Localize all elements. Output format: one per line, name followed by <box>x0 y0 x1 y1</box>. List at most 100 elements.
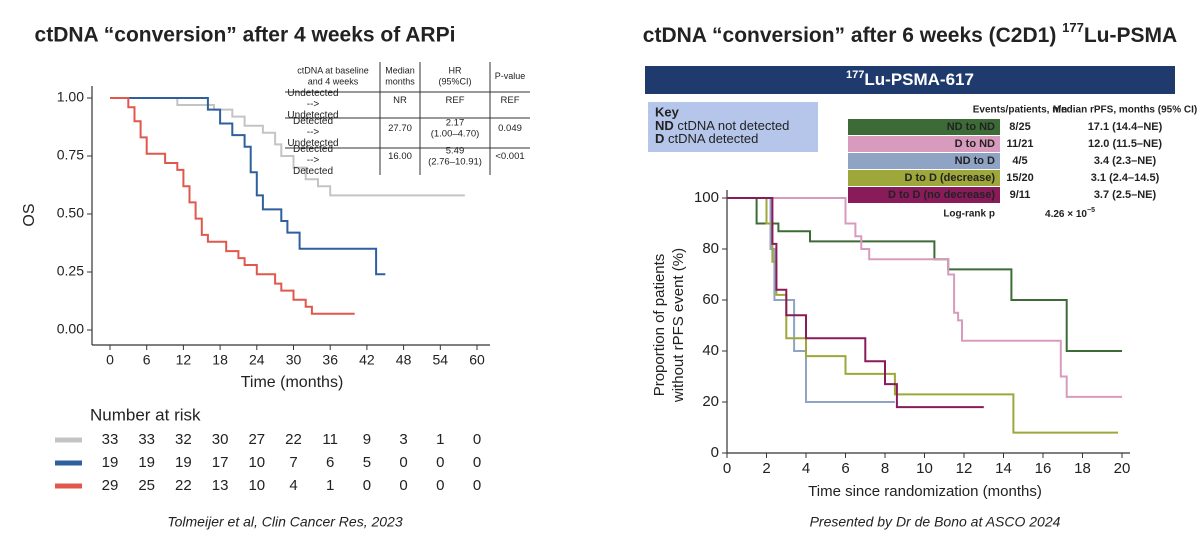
y-tick-label: 0.25 <box>57 263 84 279</box>
key-abbr: ND <box>655 118 674 133</box>
x-tick-label: 10 <box>916 460 933 477</box>
key-box <box>648 102 818 152</box>
x-tick-label: 8 <box>881 460 889 477</box>
key-text: ctDNA detected <box>668 131 758 146</box>
chart-title: ctDNA “conversion” after 6 weeks (C2D1) … <box>643 20 1177 46</box>
table-cell: 16.00 <box>388 151 412 162</box>
logrank-label: Log-rank p <box>943 209 995 220</box>
y-tick-label: 1.00 <box>57 89 84 105</box>
median: 12.0 (11.5–NE) <box>1088 138 1162 150</box>
risk-count: 0 <box>473 454 481 471</box>
risk-count: 10 <box>248 454 265 471</box>
risk-count: 22 <box>285 431 302 448</box>
risk-count: 25 <box>138 477 155 494</box>
x-tick-label: 12 <box>956 460 973 477</box>
risk-count: 0 <box>436 454 444 471</box>
banner-sup: 177 <box>846 69 864 81</box>
table-cell: Undetected --> Undetected <box>287 88 338 121</box>
risk-count: 32 <box>175 431 192 448</box>
table-cell: 2.17 (1.00–4.70) <box>431 117 480 139</box>
legend-label: D to D (decrease) <box>905 172 996 184</box>
risk-count: 22 <box>175 477 192 494</box>
x-tick-label: 30 <box>286 352 302 368</box>
y-tick-label: 80 <box>702 240 719 257</box>
table-cell: REF <box>446 95 465 106</box>
risk-count: 0 <box>473 477 481 494</box>
events: 15/20 <box>1006 172 1034 184</box>
caption: Presented by Dr de Bono at ASCO 2024 <box>810 514 1061 530</box>
risk-count: 19 <box>102 454 119 471</box>
x-tick-label: 4 <box>802 460 810 477</box>
x-axis-label: Time (months) <box>241 374 344 391</box>
table-cell: ctDNA at baseline and 4 weeks <box>297 66 369 87</box>
x-axis-label: Time since randomization (months) <box>808 483 1042 500</box>
y-tick-label: 0.50 <box>57 205 84 221</box>
median: 17.1 (14.4–NE) <box>1088 121 1163 133</box>
x-tick-label: 60 <box>469 352 485 368</box>
x-tick-label: 36 <box>322 352 338 368</box>
x-tick-label: 16 <box>1035 460 1052 477</box>
table-header: Events/patients, n/n <box>973 105 1067 116</box>
legend-swatch <box>848 187 1000 203</box>
x-tick-label: 6 <box>143 352 151 368</box>
risk-count: 10 <box>248 477 265 494</box>
x-tick-label: 54 <box>433 352 449 368</box>
table-cell: HR (95%CI) <box>438 66 471 87</box>
risk-count: 27 <box>248 431 265 448</box>
y-tick-label: 0.75 <box>57 147 84 163</box>
legend-label: ND to ND <box>947 121 995 133</box>
risk-count: 30 <box>212 431 229 448</box>
legend-label: ND to D <box>955 155 995 167</box>
risk-count: 5 <box>363 454 371 471</box>
y-tick-label: 100 <box>694 189 719 206</box>
key-item: D ctDNA detected <box>655 131 758 146</box>
risk-count: 6 <box>326 454 334 471</box>
median: 3.7 (2.5–NE) <box>1094 189 1157 201</box>
title-text: ctDNA “conversion” after 6 weeks (C2D1) <box>643 24 1062 47</box>
key-text: ctDNA not detected <box>677 118 789 133</box>
table-cell: REF <box>501 95 520 106</box>
km-curve <box>110 97 386 276</box>
key-title: Key <box>655 104 680 119</box>
y-tick-label: 0.00 <box>57 321 84 337</box>
risk-count: 11 <box>322 431 338 448</box>
km-curve <box>727 197 1122 398</box>
x-tick-label: 6 <box>841 460 849 477</box>
key-item: ND ctDNA not detected <box>655 118 789 133</box>
banner-main: Lu-PSMA-617 <box>864 70 974 89</box>
legend-swatch <box>848 119 1000 135</box>
table-cell: <0.001 <box>495 151 524 162</box>
x-tick-label: 14 <box>995 460 1012 477</box>
y-tick-label: 0 <box>711 444 719 461</box>
key-abbr: D <box>655 131 664 146</box>
table-cell: Detected --> Detected <box>293 144 333 177</box>
legend-swatch <box>848 153 1000 169</box>
risk-count: 4 <box>289 477 297 494</box>
risk-title: Number at risk <box>90 405 201 424</box>
legend-swatch <box>848 136 1000 152</box>
events: 4/5 <box>1012 155 1027 167</box>
legend-label: D to ND <box>955 138 995 150</box>
logrank-value: 4.26 × 10−5 <box>1045 207 1095 220</box>
y-tick-label: 40 <box>702 342 719 359</box>
x-tick-label: 18 <box>1074 460 1091 477</box>
km-curve <box>110 97 355 315</box>
x-tick-label: 48 <box>396 352 412 368</box>
x-tick-label: 12 <box>176 352 192 368</box>
x-tick-label: 18 <box>212 352 228 368</box>
y-axis-label: Proportion of patients <box>651 254 668 397</box>
risk-count: 0 <box>436 477 444 494</box>
table-cell: 27.70 <box>388 123 412 134</box>
table-cell: Median months <box>385 66 415 87</box>
legend-label: D to D (no decrease) <box>888 189 995 201</box>
risk-count: 29 <box>102 477 119 494</box>
events: 8/25 <box>1009 121 1030 133</box>
table-header: Median rPFS, months (95% CI) <box>1053 105 1197 116</box>
table-cell: 5.49 (2.76–10.91) <box>428 145 482 167</box>
risk-count: 0 <box>399 477 407 494</box>
table-cell: NR <box>393 95 407 106</box>
risk-count: 33 <box>102 431 119 448</box>
median: 3.4 (2.3–NE) <box>1094 155 1157 167</box>
risk-count: 19 <box>138 454 155 471</box>
